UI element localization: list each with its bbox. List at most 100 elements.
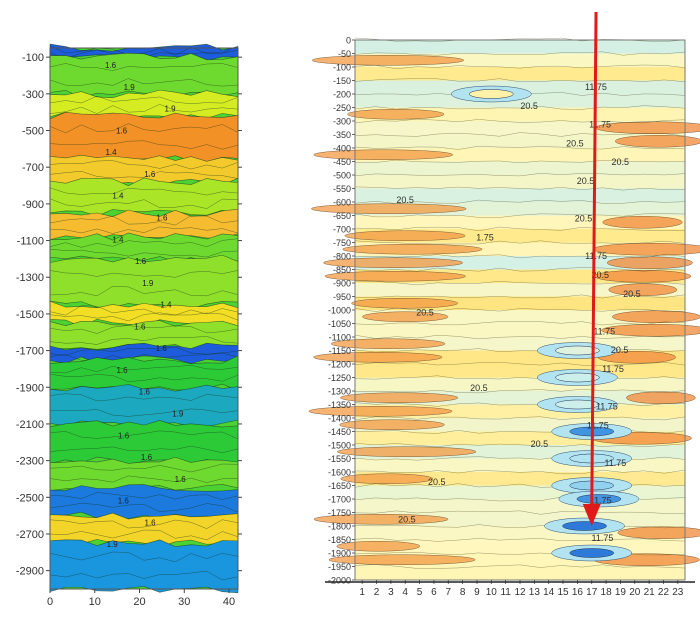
contour-label: 11.75: [604, 458, 626, 468]
y-tick-label: -950: [333, 292, 351, 302]
warm-anomaly: [344, 230, 466, 241]
x-tick-label: 6: [431, 587, 437, 598]
x-tick-label: 10: [89, 596, 101, 608]
x-tick-label: 19: [615, 587, 627, 598]
y-tick-label: -800: [333, 252, 351, 262]
x-tick-label: 5: [417, 587, 423, 598]
x-tick-label: 30: [178, 596, 190, 608]
contour-line: [49, 364, 239, 374]
x-tick-label: 12: [514, 587, 526, 598]
contour-label: 20.5: [520, 101, 538, 111]
contour-line: [49, 270, 239, 278]
contour-label: 1.75: [476, 232, 494, 242]
y-tick-label: -500: [333, 171, 351, 181]
contour-line: [354, 375, 686, 380]
y-tick-label: -300: [333, 117, 351, 127]
contour-line: [49, 492, 239, 500]
contour-label: 11.75: [596, 402, 618, 412]
cold-anomaly: [569, 548, 614, 558]
warm-anomaly: [336, 541, 421, 552]
contour-label: 1.6: [141, 453, 153, 462]
contour-label: 11.75: [592, 533, 614, 543]
contour-line: [49, 445, 239, 454]
contour-label: 1.6: [105, 61, 117, 70]
y-tick-label: -1650: [328, 481, 351, 491]
color-band: [355, 67, 685, 81]
contour-line: [354, 348, 686, 353]
contour-line: [354, 240, 686, 245]
contour-line: [354, 132, 686, 137]
y-tick-label: -1050: [328, 319, 351, 329]
y-tick-label: -850: [333, 265, 351, 275]
contour-label: 11.75: [587, 420, 609, 430]
y-tick-label: -1500: [328, 441, 351, 451]
y-tick-label: -1000: [328, 306, 351, 316]
contour-line: [354, 443, 686, 448]
x-tick-label: 17: [586, 587, 598, 598]
contour-label: 1.9: [172, 410, 184, 419]
x-tick-label: 20: [629, 587, 641, 598]
contour-label: 20.5: [531, 439, 549, 449]
y-tick-label: -2500: [16, 492, 44, 504]
y-tick-label: -1700: [16, 346, 44, 358]
contour-line: [49, 95, 239, 104]
contour-label: 1.9: [124, 83, 136, 92]
contour-line: [49, 347, 239, 356]
x-tick-label: 13: [529, 587, 541, 598]
y-tick-label: -400: [333, 144, 351, 154]
contour-line: [49, 238, 239, 248]
contour-line: [49, 305, 239, 316]
contour-label: 20.5: [566, 138, 584, 148]
color-band: [355, 121, 685, 135]
contour-line: [49, 123, 239, 134]
x-tick-label: 3: [388, 587, 394, 598]
contour-line: [354, 321, 686, 326]
y-tick-label: -900: [22, 199, 44, 211]
color-band: [355, 188, 685, 203]
y-tick-label: -500: [22, 126, 44, 138]
x-tick-label: 11: [500, 587, 511, 598]
contour-label: 20.5: [470, 383, 488, 393]
contour-line: [354, 226, 686, 232]
contour-line: [354, 388, 686, 394]
color-band: [49, 177, 239, 217]
y-tick-label: -2000: [328, 576, 351, 586]
y-tick-label: -750: [333, 238, 351, 248]
y-tick-label: -250: [333, 103, 351, 113]
color-band: [355, 377, 685, 392]
contour-label: 1.6: [144, 170, 156, 179]
warm-anomaly: [601, 324, 700, 337]
x-tick-label: 21: [644, 587, 656, 598]
color-band: [355, 323, 685, 338]
color-band: [49, 52, 239, 98]
contour-line: [49, 463, 239, 473]
contour-label: 1.6: [116, 366, 128, 375]
cold-anomaly: [555, 345, 600, 356]
contour-line: [49, 160, 239, 170]
cold-anomaly: [555, 372, 600, 383]
y-tick-label: -2100: [16, 419, 44, 431]
contour-line: [49, 551, 239, 563]
contour-label: 1.6: [134, 322, 146, 331]
y-tick-label: -650: [333, 211, 351, 221]
warm-anomaly: [595, 121, 700, 134]
color-band: [355, 215, 685, 230]
y-tick-label: -300: [22, 89, 44, 101]
y-tick-label: -1400: [328, 414, 351, 424]
contour-line: [49, 187, 239, 196]
color-band: [49, 539, 239, 594]
contour-line: [49, 45, 239, 56]
contour-line: [354, 78, 686, 83]
contour-line: [49, 325, 239, 334]
color-band: [49, 111, 239, 163]
contour-label: 1.6: [139, 388, 151, 397]
contour-line: [49, 312, 239, 322]
x-tick-label: 4: [402, 587, 408, 598]
arrow-head: [582, 504, 601, 526]
contour-label: 20.5: [577, 176, 595, 186]
contour-line: [354, 118, 686, 124]
warm-anomaly: [311, 203, 467, 214]
cold-anomaly: [555, 399, 600, 410]
contour-line: [354, 294, 686, 299]
warm-anomaly: [340, 392, 459, 403]
